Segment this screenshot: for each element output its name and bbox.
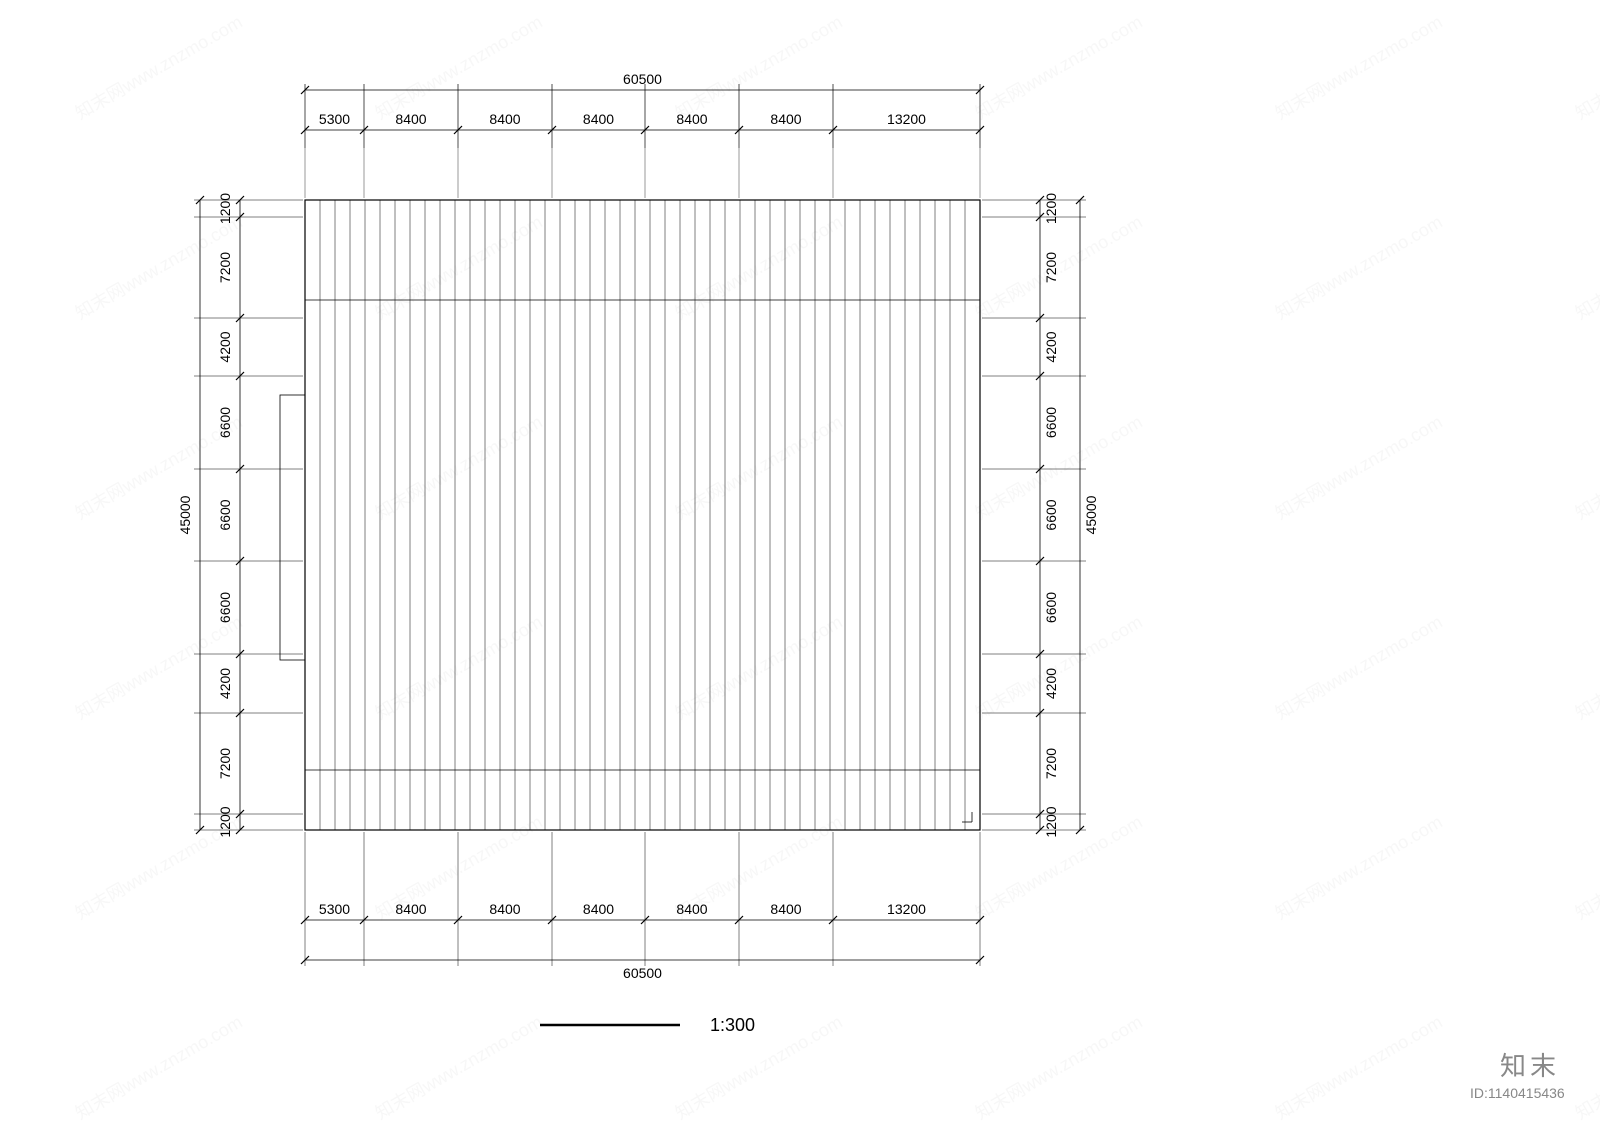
bottom-dim-seg: 8400 (583, 901, 614, 917)
bottom-dim-total: 60500 (623, 965, 662, 981)
watermark: 知末网www.znzmo.com (1272, 212, 1446, 324)
watermark: 知末网www.znzmo.com (972, 12, 1146, 124)
watermark: 知末网www.znzmo.com (1572, 212, 1600, 324)
watermark: 知末网www.znzmo.com (372, 612, 546, 724)
left-dim-seg: 6600 (217, 592, 233, 623)
right-dim-seg: 1200 (1043, 193, 1059, 224)
scale-label: 1:300 (710, 1015, 755, 1035)
top-dim-seg: 8400 (489, 111, 520, 127)
watermark: 知末网www.znzmo.com (672, 612, 846, 724)
left-dim-seg: 1200 (217, 193, 233, 224)
watermark: 知末网www.znzmo.com (1572, 1012, 1600, 1124)
watermark: 知末网www.znzmo.com (672, 1012, 846, 1124)
watermark: 知末网www.znzmo.com (672, 212, 846, 324)
watermark: 知末网www.znzmo.com (1572, 612, 1600, 724)
bottom-dim-seg: 8400 (676, 901, 707, 917)
top-dim-seg: 8400 (770, 111, 801, 127)
left-dim-seg: 4200 (217, 668, 233, 699)
right-dim-seg: 6600 (1043, 499, 1059, 530)
watermark: 知末网www.znzmo.com (1272, 12, 1446, 124)
watermark: 知末网www.znzmo.com (372, 12, 546, 124)
bottom-dim-seg: 5300 (319, 901, 350, 917)
left-dim-seg: 4200 (217, 331, 233, 362)
bottom-dim-seg: 13200 (887, 901, 926, 917)
bottom-dim-seg: 8400 (489, 901, 520, 917)
right-dim-seg: 4200 (1043, 331, 1059, 362)
right-dim-seg: 7200 (1043, 252, 1059, 283)
watermark: 知末网www.znzmo.com (1572, 412, 1600, 524)
right-dim-seg: 6600 (1043, 592, 1059, 623)
left-dim-seg: 7200 (217, 252, 233, 283)
watermark: 知末网www.znzmo.com (372, 412, 546, 524)
top-dim-seg: 5300 (319, 111, 350, 127)
right-dim-seg: 7200 (1043, 748, 1059, 779)
right-dim-total: 45000 (1083, 495, 1099, 534)
right-dim-seg: 1200 (1043, 806, 1059, 837)
left-dim-total: 45000 (177, 495, 193, 534)
top-dim-seg: 8400 (395, 111, 426, 127)
left-extension (280, 395, 305, 660)
top-dim-seg: 13200 (887, 111, 926, 127)
watermark: 知末网www.znzmo.com (672, 12, 846, 124)
left-dim-seg: 1200 (217, 806, 233, 837)
watermark: 知末网www.znzmo.com (1272, 1012, 1446, 1124)
watermark: 知末网www.znzmo.com (1272, 412, 1446, 524)
watermark: 知末网www.znzmo.com (1272, 612, 1446, 724)
watermark: 知末网www.znzmo.com (372, 212, 546, 324)
top-dim-total: 60500 (623, 71, 662, 87)
top-dim-seg: 8400 (676, 111, 707, 127)
right-dim-seg: 4200 (1043, 668, 1059, 699)
image-id: ID:1140415436 (1470, 1085, 1565, 1101)
watermark: 知末网www.znzmo.com (1572, 812, 1600, 924)
watermark: 知末网www.znzmo.com (72, 12, 246, 124)
watermark: 知末网www.znzmo.com (1272, 812, 1446, 924)
bottom-dim-seg: 8400 (395, 901, 426, 917)
watermark: 知末网www.znzmo.com (972, 1012, 1146, 1124)
left-dim-seg: 6600 (217, 407, 233, 438)
watermark: 知末网www.znzmo.com (672, 412, 846, 524)
bottom-dim-seg: 8400 (770, 901, 801, 917)
watermark: 知末网www.znzmo.com (72, 1012, 246, 1124)
watermark: 知末网www.znzmo.com (372, 1012, 546, 1124)
watermark: 知末网www.znzmo.com (972, 612, 1146, 724)
watermark: 知末网www.znzmo.com (1572, 12, 1600, 124)
drawing-canvas: 知末网www.znzmo.com 知末网www.znzmo.com 知末网www.z… (0, 0, 1600, 1130)
top-dim-seg: 8400 (583, 111, 614, 127)
right-dim-seg: 6600 (1043, 407, 1059, 438)
left-dim-seg: 7200 (217, 748, 233, 779)
brand-text: 知末 (1500, 1052, 1560, 1081)
watermark: 知末网www.znzmo.com (72, 612, 246, 724)
left-dim-seg: 6600 (217, 499, 233, 530)
